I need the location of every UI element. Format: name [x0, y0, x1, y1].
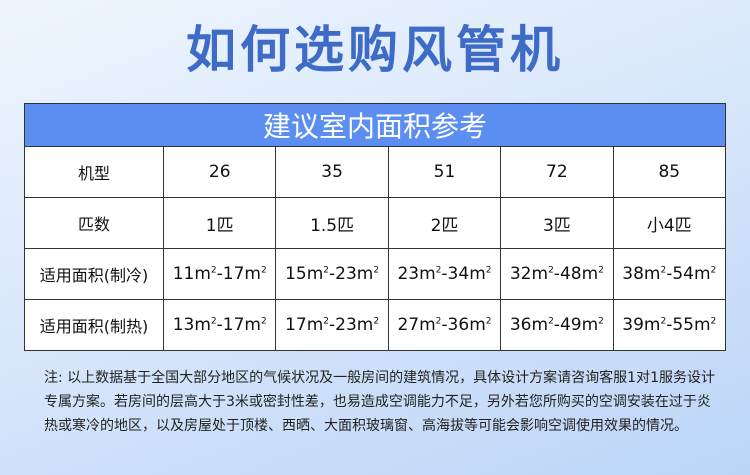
table-cell: 1匹 — [162, 197, 277, 249]
area-max: 23 — [335, 315, 357, 335]
area-min: 11 — [172, 264, 195, 284]
table-cell: 26 — [162, 146, 277, 198]
table-cell: 85 — [612, 146, 727, 198]
area-min: 13 — [172, 315, 195, 335]
area-max: 34 — [447, 264, 470, 284]
area-max: 55 — [672, 315, 694, 335]
table-row: 适用面积(制热) 13m2-17m2 17m2-23m2 27m2-36m2 36m2-… — [24, 299, 727, 351]
table-cell: 2匹 — [387, 197, 502, 249]
area-max: 17 — [222, 315, 245, 335]
area-max: 36 — [447, 315, 470, 335]
table-cell: 3匹 — [500, 197, 614, 249]
table-cell: 36m2-49m2 — [500, 299, 614, 351]
table-cell: 27m2-36m2 — [387, 299, 502, 351]
table-cell: 小4匹 — [612, 197, 727, 249]
area-reference-table: 建议室内面积参考 机型 26 35 51 72 85 匹数 1匹 1.5匹 2匹 3匹 小4匹 适用面积… — [24, 103, 727, 351]
area-min: 17 — [285, 315, 307, 335]
table-row: 匹数 1匹 1.5匹 2匹 3匹 小4匹 — [24, 197, 727, 249]
area-max: 17 — [222, 264, 245, 284]
table-cell: 51 — [387, 146, 502, 198]
row-label: 适用面积(制热) — [24, 299, 164, 351]
footnote: 注: 以上数据基于全国大部分地区的气候状况及一般房间的建筑情况，具体设计方案请咨… — [44, 370, 715, 434]
area-min: 32 — [509, 264, 532, 284]
table-row: 适用面积(制冷) 11m2-17m2 15m2-23m2 23m2-34m2 32m2-… — [24, 248, 727, 300]
table-cell: 39m2-55m2 — [612, 299, 727, 351]
table-row: 机型 26 35 51 72 85 — [24, 146, 727, 198]
table-cell: 15m2-23m2 — [275, 248, 389, 300]
area-min: 36 — [509, 315, 532, 335]
table-cell: 13m2-17m2 — [162, 299, 277, 351]
row-label: 匹数 — [24, 197, 164, 249]
table-cell: 38m2-54m2 — [612, 248, 727, 300]
area-max: 54 — [672, 264, 694, 284]
table-cell: 35 — [275, 146, 389, 198]
area-min: 27 — [397, 315, 420, 335]
table-cell: 23m2-34m2 — [387, 248, 502, 300]
area-max: 23 — [335, 264, 357, 284]
row-label: 适用面积(制冷) — [24, 248, 164, 300]
table-caption: 建议室内面积参考 — [24, 103, 726, 147]
area-min: 39 — [622, 315, 644, 335]
table-cell: 11m2-17m2 — [162, 248, 277, 300]
area-min: 38 — [622, 264, 644, 284]
row-label: 机型 — [24, 146, 164, 198]
table-cell: 72 — [500, 146, 614, 198]
area-max: 49 — [559, 315, 582, 335]
table-cell: 32m2-48m2 — [500, 248, 614, 300]
area-min: 15 — [285, 264, 307, 284]
table-cell: 1.5匹 — [275, 197, 389, 249]
page-title: 如何选购风管机 — [186, 21, 564, 79]
area-min: 23 — [397, 264, 420, 284]
area-max: 48 — [559, 264, 582, 284]
table-cell: 17m2-23m2 — [275, 299, 389, 351]
